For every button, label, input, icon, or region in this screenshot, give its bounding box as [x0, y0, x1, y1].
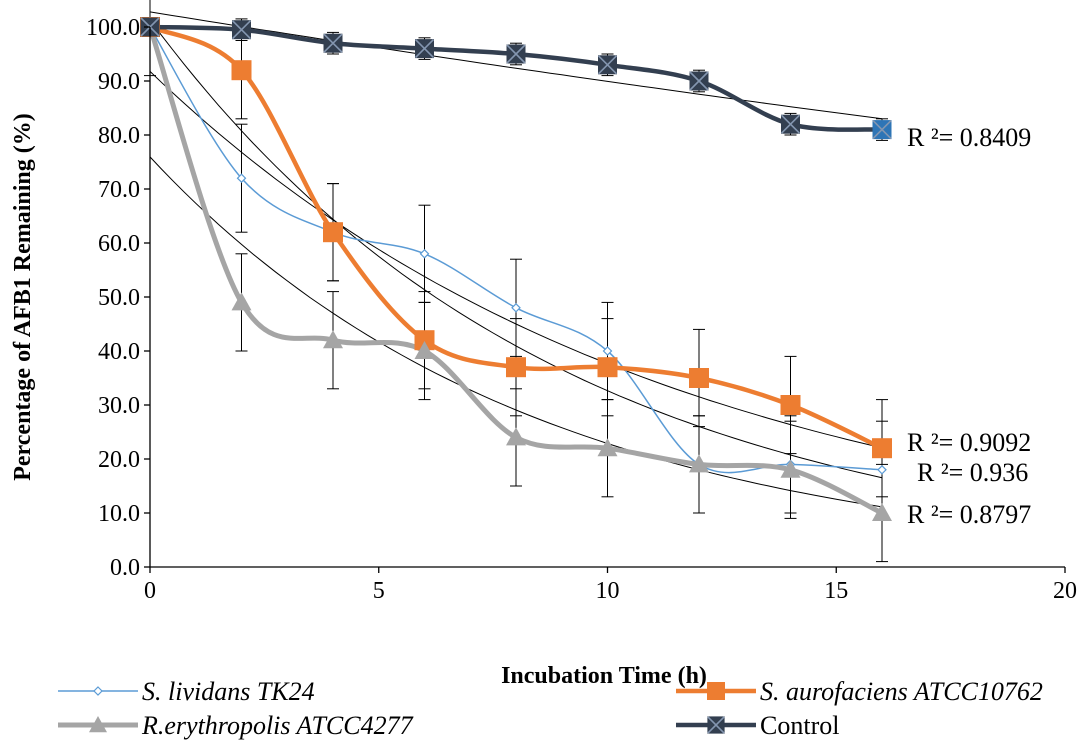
legend-label: Control	[760, 711, 839, 740]
y-tick-label: 0.0	[110, 555, 140, 581]
y-tick-label: 40.0	[98, 339, 140, 365]
data-point	[597, 438, 618, 457]
x-tick-label: 10	[596, 578, 620, 604]
data-point	[597, 55, 618, 75]
x-tick-label: 15	[824, 578, 848, 604]
series-line	[149, 24, 883, 451]
data-point	[414, 341, 435, 359]
data-point	[414, 330, 435, 351]
legend: S. lividans TK24 S. aurofaciens ATCC10762…	[58, 677, 1043, 740]
data-point	[323, 222, 343, 243]
r-squared-label: R ²= 0.8409	[907, 123, 1031, 152]
data-point	[707, 682, 725, 700]
marker-cross	[872, 120, 892, 140]
legend-label: S. aurofaciens ATCC10762	[760, 677, 1043, 706]
series-line	[149, 24, 883, 132]
data-point	[780, 395, 801, 415]
marker-cross	[414, 39, 435, 59]
data-point	[236, 173, 247, 184]
y-tick-label: 90.0	[98, 69, 140, 95]
data-point	[89, 716, 107, 733]
data-point	[872, 438, 892, 459]
marker-cross	[780, 114, 801, 134]
data-point	[323, 330, 343, 349]
data-point	[689, 454, 709, 473]
marker-cross	[597, 55, 618, 75]
y-tick-label: 60.0	[98, 231, 140, 257]
error-bars	[144, 0, 888, 563]
r-squared-label: R ²= 0.8797	[907, 500, 1031, 529]
x-axis-title: Incubation Time (h)	[501, 663, 707, 689]
data-point	[419, 248, 430, 259]
data-point	[231, 292, 252, 311]
series-markers	[140, 17, 892, 521]
data-point	[689, 368, 709, 388]
axes: 0.0 10.0 20.0 30.0 40.0 50.0 60.0 70.0 80.0 90.0 1…	[86, 15, 1077, 604]
data-point	[231, 20, 252, 40]
data-point	[597, 357, 618, 378]
data-point	[780, 459, 801, 478]
data-point	[877, 464, 887, 475]
y-tick-label: 80.0	[98, 123, 140, 149]
y-tick-label: 70.0	[98, 177, 140, 203]
r-squared-label: R ²= 0.936	[917, 458, 1028, 487]
x-tick-label: 20	[1053, 578, 1077, 604]
data-point	[872, 120, 892, 140]
x-tick-label: 0	[144, 578, 156, 604]
data-point	[506, 44, 526, 64]
marker-cross	[707, 716, 725, 734]
y-tick-label: 100.0	[86, 15, 140, 41]
marker-cross	[689, 71, 709, 91]
r-squared-label: R ²= 0.9092	[907, 428, 1031, 457]
data-point	[323, 33, 343, 53]
marker-cross	[231, 20, 252, 40]
y-tick-label: 20.0	[98, 447, 140, 473]
data-point	[511, 302, 521, 313]
series-line	[147, 26, 884, 516]
data-point	[93, 686, 103, 696]
marker-cross	[323, 33, 343, 53]
data-point	[506, 357, 526, 378]
data-point	[414, 39, 435, 59]
trendline	[149, 11, 883, 120]
data-point	[707, 716, 725, 734]
data-point	[872, 503, 892, 521]
y-tick-label: 30.0	[98, 393, 140, 419]
legend-label: S. lividans TK24	[142, 677, 315, 706]
data-point	[780, 114, 801, 134]
y-axis-title: Percentage of AFB1 Remaining (%)	[10, 113, 36, 481]
marker-cross	[506, 44, 526, 64]
data-point	[602, 346, 613, 356]
data-point	[231, 60, 252, 81]
data-point	[506, 427, 526, 446]
data-point	[689, 71, 709, 91]
x-tick-label: 5	[373, 578, 385, 604]
y-tick-label: 50.0	[98, 285, 140, 311]
y-tick-label: 10.0	[98, 501, 140, 527]
legend-label: R.erythropolis ATCC4277	[141, 711, 414, 740]
